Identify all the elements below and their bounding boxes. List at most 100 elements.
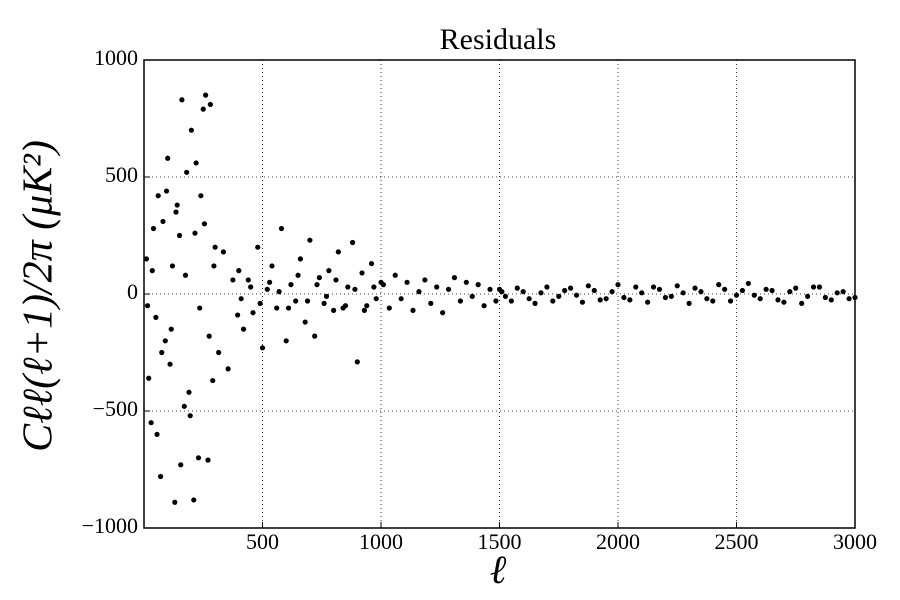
point bbox=[526, 296, 532, 302]
point bbox=[520, 289, 526, 295]
point bbox=[165, 155, 171, 161]
point bbox=[174, 202, 180, 208]
point bbox=[686, 300, 692, 306]
point bbox=[212, 244, 218, 250]
point bbox=[288, 282, 294, 288]
point bbox=[206, 333, 212, 339]
point bbox=[716, 282, 722, 288]
point bbox=[656, 286, 663, 292]
point bbox=[822, 294, 828, 301]
point bbox=[345, 284, 351, 290]
point bbox=[312, 333, 318, 339]
point bbox=[538, 290, 544, 296]
point bbox=[143, 256, 149, 262]
point bbox=[645, 299, 651, 305]
point bbox=[333, 277, 339, 283]
point bbox=[361, 307, 368, 313]
x-tick-label: 1500 bbox=[478, 529, 522, 554]
point bbox=[621, 294, 627, 301]
point bbox=[463, 279, 469, 285]
point bbox=[238, 296, 244, 302]
point bbox=[149, 268, 155, 274]
point bbox=[668, 293, 674, 299]
point bbox=[195, 455, 202, 461]
point bbox=[163, 188, 170, 194]
point bbox=[585, 283, 591, 289]
point bbox=[793, 285, 799, 291]
point bbox=[274, 305, 280, 311]
point bbox=[295, 272, 301, 278]
point bbox=[627, 297, 633, 303]
point bbox=[639, 290, 645, 296]
point bbox=[739, 287, 746, 294]
point bbox=[191, 497, 197, 503]
point bbox=[216, 349, 222, 356]
point bbox=[173, 209, 179, 215]
point bbox=[162, 338, 168, 344]
point bbox=[763, 286, 769, 292]
point bbox=[579, 299, 586, 305]
point bbox=[722, 286, 728, 292]
point bbox=[544, 284, 550, 290]
point bbox=[297, 256, 304, 262]
point bbox=[451, 275, 458, 281]
point bbox=[422, 277, 428, 283]
point bbox=[230, 277, 236, 283]
point bbox=[181, 403, 187, 409]
point bbox=[493, 298, 499, 304]
point bbox=[323, 293, 330, 299]
point bbox=[321, 300, 327, 306]
point bbox=[727, 298, 734, 304]
point bbox=[568, 285, 574, 291]
point bbox=[428, 300, 434, 306]
point bbox=[276, 289, 282, 295]
x-tick-label: 2000 bbox=[596, 529, 640, 554]
point bbox=[186, 389, 192, 395]
point bbox=[326, 268, 332, 274]
point bbox=[386, 305, 392, 311]
point bbox=[514, 285, 520, 291]
point bbox=[609, 289, 615, 295]
point bbox=[248, 284, 254, 290]
point bbox=[155, 193, 161, 199]
point bbox=[197, 305, 203, 311]
point bbox=[445, 286, 452, 292]
point bbox=[192, 230, 198, 236]
point bbox=[680, 290, 686, 296]
point bbox=[834, 290, 840, 296]
point bbox=[182, 272, 189, 278]
point bbox=[573, 292, 580, 298]
point bbox=[805, 293, 811, 299]
point bbox=[225, 366, 231, 372]
point bbox=[597, 297, 603, 303]
point bbox=[698, 289, 704, 295]
point bbox=[267, 279, 273, 285]
point bbox=[371, 284, 377, 290]
point bbox=[710, 298, 716, 304]
y-axis-label: Cℓℓ(ℓ+1)/2π (μK²) bbox=[16, 140, 62, 452]
point bbox=[283, 338, 289, 344]
point bbox=[410, 307, 416, 313]
point bbox=[674, 283, 680, 289]
point bbox=[775, 297, 781, 303]
y-tick-label: 500 bbox=[105, 162, 138, 187]
point bbox=[205, 457, 211, 463]
point bbox=[235, 312, 241, 318]
point bbox=[475, 282, 481, 288]
point bbox=[404, 279, 410, 285]
point bbox=[259, 345, 266, 351]
point bbox=[368, 260, 375, 267]
point bbox=[532, 300, 538, 306]
point bbox=[481, 303, 487, 309]
point bbox=[335, 249, 341, 255]
point bbox=[416, 289, 422, 295]
point bbox=[359, 270, 365, 276]
point bbox=[210, 377, 216, 384]
point bbox=[159, 349, 165, 356]
point bbox=[757, 296, 763, 302]
point bbox=[633, 284, 639, 290]
point bbox=[828, 297, 834, 303]
point bbox=[207, 101, 213, 108]
axes-frame bbox=[143, 59, 856, 529]
point bbox=[168, 326, 174, 332]
